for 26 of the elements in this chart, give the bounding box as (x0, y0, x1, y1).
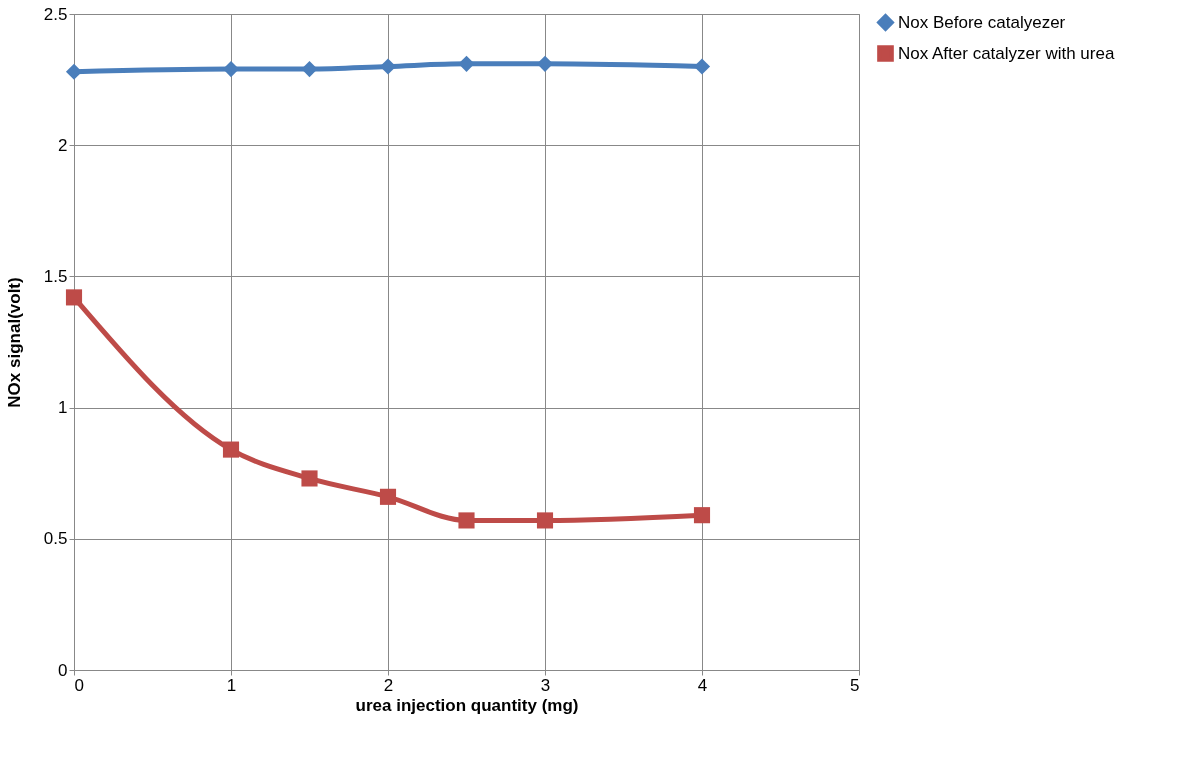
point (65, 289, 83, 306)
y-tick-label: 1.5 (43, 266, 68, 286)
y-axis-title: NOx signal(volt) (4, 277, 24, 408)
x-tick-label: 1 (226, 675, 237, 695)
x-tick-label: 2 (383, 675, 394, 695)
point (458, 512, 475, 529)
x-tick-label: 5 (850, 675, 860, 695)
point (379, 488, 397, 505)
x-tick-label: 4 (697, 675, 708, 695)
legend-label: Nox Before catalyezer (898, 12, 1066, 32)
point (301, 470, 318, 487)
y-tick-label: 1 (58, 398, 68, 418)
x-tick-label: 3 (540, 675, 551, 695)
y-tick-label: 0.5 (43, 529, 68, 549)
x-axis-title: urea injection quantity (mg) (355, 695, 579, 715)
point (301, 61, 318, 78)
x-tick-label: 0 (74, 675, 84, 695)
point (693, 58, 711, 75)
y-tick-label: 0 (58, 660, 68, 680)
legend-label: Nox After catalyzer with urea (898, 43, 1115, 63)
point (222, 441, 240, 458)
point (693, 507, 711, 524)
y-tick-label: 2.5 (43, 4, 68, 24)
point (536, 512, 554, 529)
y-tick-label: 2 (58, 135, 68, 155)
point (458, 55, 475, 72)
